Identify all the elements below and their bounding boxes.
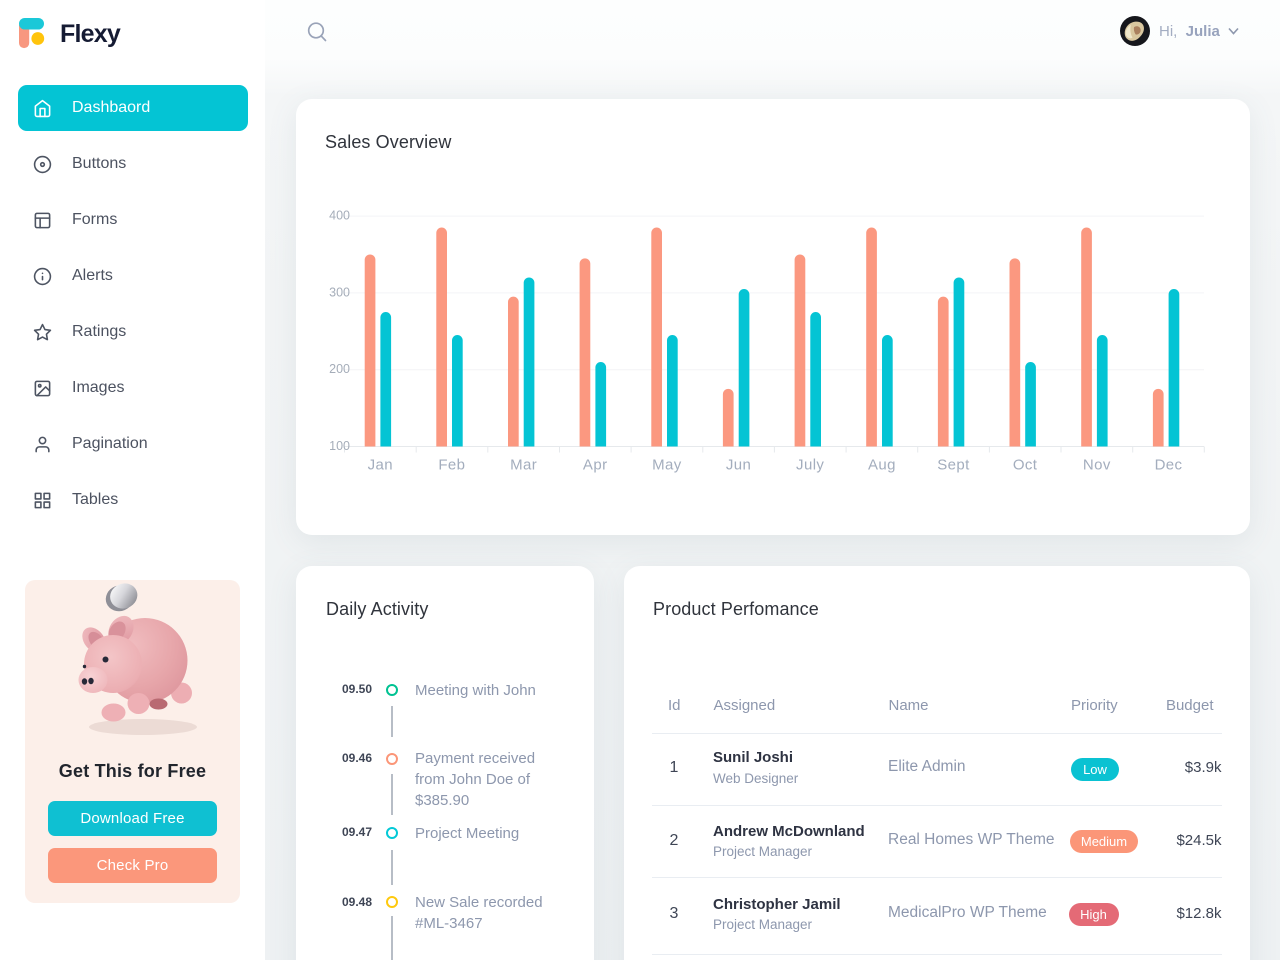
svg-text:Oct: Oct: [1012, 457, 1037, 474]
svg-text:100: 100: [329, 439, 350, 453]
svg-text:July: July: [796, 457, 824, 474]
svg-text:Nov: Nov: [1082, 457, 1110, 474]
svg-text:Jan: Jan: [367, 457, 392, 474]
svg-text:300: 300: [329, 285, 350, 299]
svg-text:Mar: Mar: [510, 457, 537, 474]
svg-text:Feb: Feb: [438, 457, 465, 474]
svg-text:Aug: Aug: [867, 457, 895, 474]
svg-text:May: May: [652, 457, 682, 474]
svg-text:Apr: Apr: [582, 457, 607, 474]
svg-text:400: 400: [329, 209, 350, 223]
svg-text:Sept: Sept: [937, 457, 970, 474]
svg-text:Jun: Jun: [725, 457, 750, 474]
svg-text:Dec: Dec: [1154, 457, 1182, 474]
svg-text:200: 200: [329, 362, 350, 376]
